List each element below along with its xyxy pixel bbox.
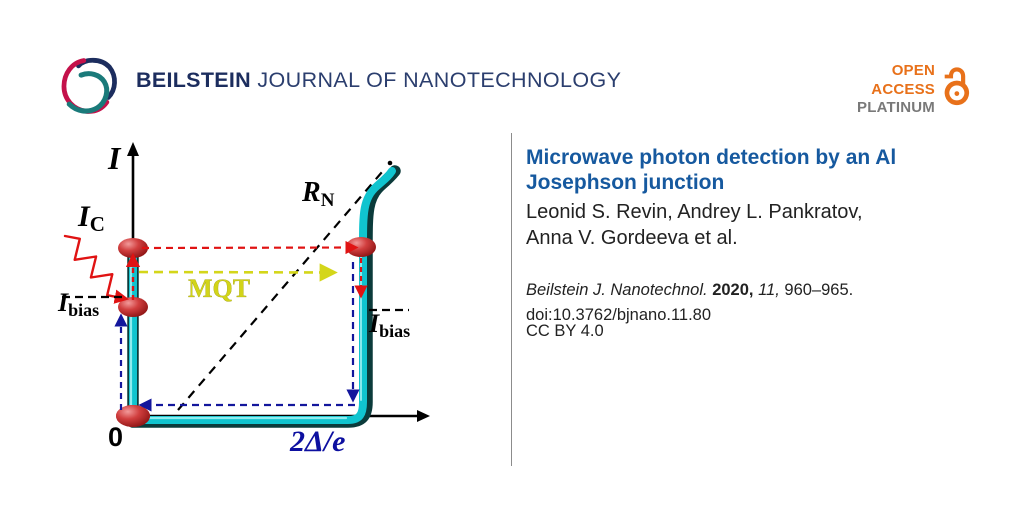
svg-text:MQT: MQT	[188, 274, 250, 303]
svg-text:Ibias: Ibias	[57, 288, 99, 320]
svg-text:IC: IC	[77, 200, 105, 236]
svg-text:I: I	[107, 140, 122, 176]
svg-text:2Δ/e: 2Δ/e	[289, 425, 345, 458]
svg-text:Ibias: Ibias	[368, 309, 410, 341]
svg-text:RN: RN	[301, 177, 335, 211]
svg-text:0: 0	[108, 422, 123, 452]
